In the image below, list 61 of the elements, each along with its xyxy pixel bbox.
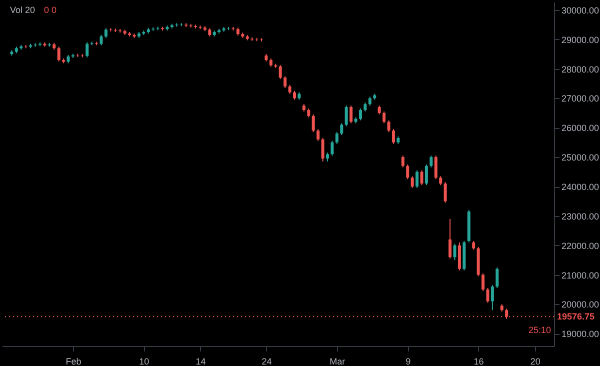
candlestick [490, 284, 494, 311]
candlestick [358, 108, 362, 121]
ref-line-label: 19576.75 [557, 312, 595, 322]
annotation: Vol 20 [10, 5, 36, 15]
candlestick [482, 272, 485, 292]
candlestick [424, 164, 428, 186]
y-tick-label: 24000.00 [562, 182, 600, 192]
candlestick [430, 155, 433, 168]
y-tick-label: 26000.00 [562, 123, 600, 134]
candlestick [284, 76, 287, 88]
candlestick [496, 266, 499, 289]
y-tick-label: 23000.00 [562, 211, 600, 222]
annotation: 25:10 [528, 325, 551, 335]
x-tick-label: Feb [66, 356, 82, 366]
candlestick [335, 132, 338, 144]
x-tick-label: 14 [196, 356, 206, 366]
candlestick [316, 128, 320, 142]
candlestick [80, 54, 84, 58]
candlestick [458, 242, 461, 271]
candlestick [312, 114, 315, 133]
candlestick [350, 105, 353, 124]
candlestick [340, 122, 344, 136]
candlestick [444, 182, 447, 204]
x-tick-label: Mar [330, 356, 346, 366]
candlestick [392, 128, 395, 144]
candlestick [434, 155, 438, 180]
x-tick-label: 9 [406, 356, 411, 366]
candlestick [321, 137, 324, 162]
y-tick-label: 30000.00 [562, 5, 600, 16]
candlestick [401, 155, 404, 168]
candlestick [100, 34, 103, 46]
x-tick-label: 10 [139, 356, 150, 366]
candlestick [448, 218, 452, 260]
candlestick [416, 170, 419, 188]
candlestick [109, 28, 112, 32]
candlestick [406, 164, 410, 180]
y-tick-label: 22000.00 [562, 240, 600, 251]
candlestick [260, 38, 264, 42]
candlestick [86, 42, 89, 58]
candlestick [382, 110, 386, 124]
candlestick [104, 28, 108, 38]
candlestick [420, 170, 424, 186]
y-tick-label: 20000.00 [562, 300, 600, 310]
annotation: 0 0 [44, 5, 57, 15]
y-tick-label: 25000.00 [562, 152, 600, 163]
x-tick-label: 16 [474, 356, 484, 366]
candlestick [344, 105, 348, 127]
candlestick [387, 120, 390, 133]
x-tick-label: 24 [262, 356, 272, 366]
candlestick [57, 46, 60, 62]
y-tick-label: 29000.00 [562, 34, 600, 45]
y-tick-label: 27000.00 [562, 94, 600, 104]
candlestick [453, 243, 456, 261]
x-tick-label: 20 [530, 356, 540, 366]
candlestick [410, 176, 414, 188]
y-tick-label: 21000.00 [562, 270, 600, 280]
candlestick [278, 64, 282, 80]
y-tick-label: 19000.00 [562, 329, 600, 340]
candlestick [330, 140, 334, 156]
y-tick-label: 28000.00 [562, 64, 600, 74]
candlestick [486, 288, 490, 304]
